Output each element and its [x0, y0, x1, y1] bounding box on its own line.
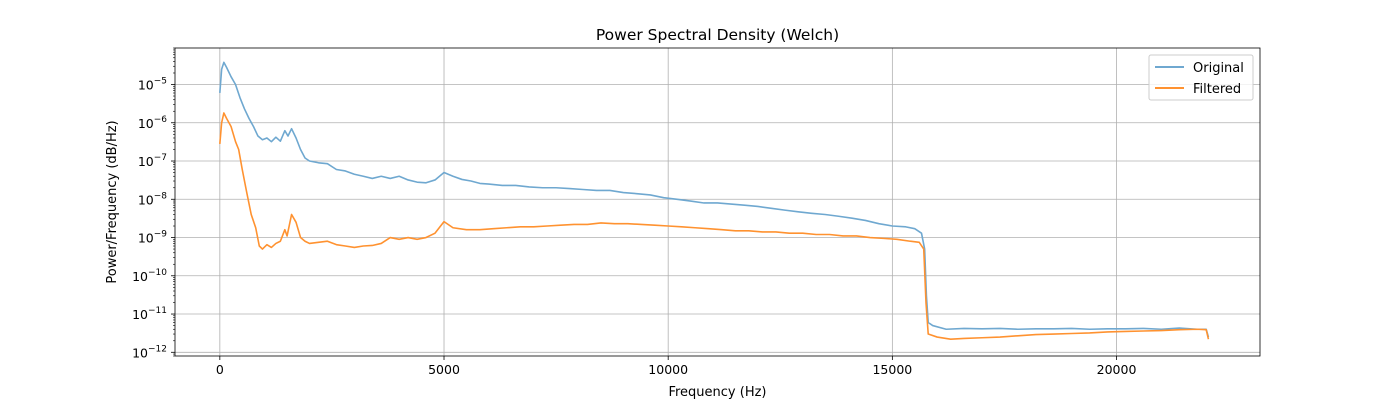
x-tick-label: 5000 — [428, 362, 460, 377]
y-tick-label: 10−7 — [138, 153, 167, 169]
legend: Original Filtered — [1148, 54, 1254, 101]
y-tick-exponent: −11 — [148, 306, 167, 316]
y-tick-base: 10 — [138, 192, 154, 207]
y-tick-exponent: −12 — [148, 344, 167, 354]
y-tick-base: 10 — [138, 116, 154, 131]
chart-title: Power Spectral Density (Welch) — [596, 26, 839, 44]
y-tick-exponent: −5 — [154, 77, 167, 87]
y-tick-exponent: −6 — [154, 115, 168, 125]
y-axis-label: Power/Frequency (dB/Hz) — [105, 120, 120, 283]
y-tick-base: 10 — [132, 307, 148, 322]
y-tick-base: 10 — [138, 154, 154, 169]
y-tick-label: 10−6 — [138, 115, 167, 131]
series-line-original — [219, 61, 1210, 338]
y-tick-exponent: −8 — [154, 191, 168, 201]
plot-area — [174, 47, 1261, 357]
y-tick-label: 10−8 — [138, 191, 167, 207]
y-tick-base: 10 — [132, 269, 148, 284]
y-tick-base: 10 — [138, 231, 154, 246]
y-tick-label: 10−10 — [132, 268, 167, 284]
x-tick-label: 10000 — [648, 362, 688, 377]
y-tick-label: 10−5 — [138, 77, 167, 93]
y-tick-label: 10−9 — [138, 230, 167, 246]
y-tick-exponent: −10 — [148, 268, 167, 278]
series-lines — [219, 61, 1210, 340]
y-tick-base: 10 — [132, 345, 148, 360]
axis-ticks: 0 5000 10000 15000 2000010−1210−1110−1010−91… — [132, 47, 1137, 377]
x-tick-label: 0 — [216, 362, 224, 377]
legend-label-original: Original — [1193, 61, 1244, 76]
y-tick-exponent: −7 — [154, 153, 167, 163]
legend-label-filtered: Filtered — [1193, 82, 1241, 97]
y-tick-base: 10 — [138, 78, 154, 93]
x-tick-label: 20000 — [1097, 362, 1137, 377]
series-line-filtered — [219, 112, 1210, 340]
y-tick-label: 10−11 — [132, 306, 167, 322]
x-tick-label: 15000 — [872, 362, 912, 377]
grid-lines — [175, 48, 1260, 356]
x-axis-label: Frequency (Hz) — [668, 385, 766, 400]
y-tick-exponent: −9 — [154, 230, 168, 240]
y-tick-label: 10−12 — [132, 344, 167, 360]
